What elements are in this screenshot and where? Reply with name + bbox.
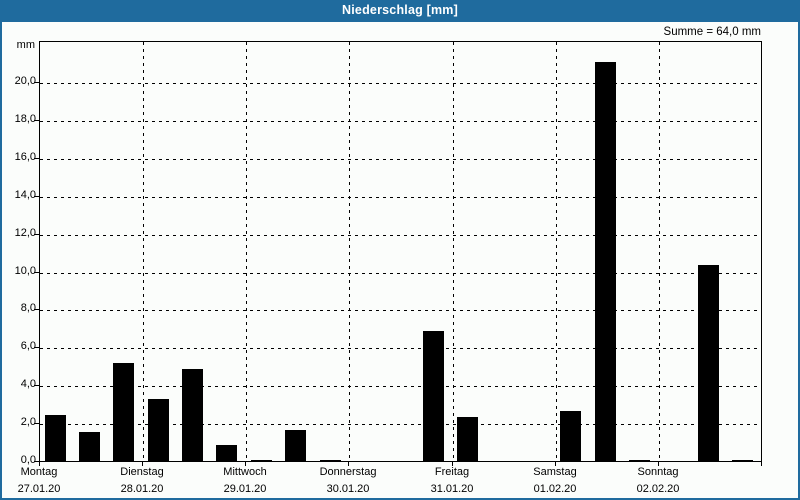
y-tick-label: 20,0	[14, 75, 36, 87]
y-tick-label: 2,0	[20, 416, 36, 429]
x-tick-mark	[348, 461, 349, 466]
precipitation-bar	[629, 460, 650, 462]
y-tick-label: 16,0	[14, 150, 36, 163]
window-title: Niederschlag [mm]	[342, 3, 458, 17]
precipitation-bar	[182, 369, 203, 462]
y-tick-mark	[34, 385, 39, 387]
y-tick-mark	[34, 195, 39, 197]
v-gridline	[556, 42, 557, 461]
x-axis-day-label: Dienstag	[120, 466, 164, 478]
y-tick-label: 0,0	[20, 454, 36, 466]
h-gridline	[40, 348, 761, 350]
v-gridline	[349, 42, 350, 461]
y-tick-mark	[34, 119, 39, 121]
precipitation-bar	[457, 417, 478, 462]
v-gridline	[659, 42, 660, 461]
x-axis-date-label: 27.01.20	[17, 483, 61, 495]
h-gridline	[40, 120, 761, 122]
precipitation-bar	[423, 331, 444, 462]
x-tick-mark	[245, 461, 246, 466]
precipitation-bar	[595, 62, 616, 462]
x-axis-date-label: 29.01.20	[223, 483, 267, 495]
h-gridline	[40, 83, 761, 84]
x-axis-day-label: Freitag	[434, 466, 470, 478]
precipitation-bar	[560, 411, 581, 462]
x-tick-mark	[761, 461, 762, 466]
h-gridline	[40, 234, 761, 236]
y-tick-mark	[34, 347, 39, 349]
precipitation-bar	[148, 399, 169, 462]
y-tick-label: 8,0	[20, 302, 36, 315]
y-tick-label: 10,0	[14, 264, 36, 277]
precipitation-bar	[45, 415, 66, 462]
x-axis-day-label: Montag	[20, 466, 58, 478]
x-axis-day-label: Mittwoch	[223, 466, 267, 478]
y-tick-mark	[34, 309, 39, 311]
x-axis-date-label: 31.01.20	[430, 483, 474, 495]
y-tick-mark	[34, 82, 39, 83]
precipitation-bar	[732, 460, 753, 462]
h-gridline	[40, 272, 761, 274]
x-tick-mark	[658, 461, 659, 466]
y-tick-label: 6,0	[20, 340, 36, 353]
x-axis-date-label: 02.02.20	[636, 483, 680, 495]
x-axis-date-label: 30.01.20	[326, 483, 370, 495]
window-title-bar: Niederschlag [mm]	[0, 0, 800, 22]
v-gridline	[246, 42, 247, 461]
y-tick-label: 18,0	[14, 112, 36, 125]
y-tick-mark	[34, 271, 39, 273]
window-border-bottom	[0, 498, 800, 500]
x-axis-date-label: 01.02.20	[533, 483, 577, 495]
y-tick-mark	[34, 423, 39, 425]
x-axis-day-label: Samstag	[533, 466, 577, 478]
x-axis-date-label: 28.01.20	[120, 483, 164, 495]
y-tick-mark	[34, 233, 39, 235]
x-axis-day-label: Donnerstag	[319, 466, 377, 478]
precipitation-bar	[216, 445, 237, 462]
h-gridline	[40, 424, 761, 426]
h-gridline	[40, 158, 761, 160]
y-tick-label: 12,0	[14, 226, 36, 239]
y-tick-label: 14,0	[14, 188, 36, 201]
y-tick-mark	[34, 461, 39, 462]
h-gridline	[40, 310, 761, 312]
y-tick-mark	[34, 157, 39, 159]
h-gridline	[40, 196, 761, 198]
precipitation-bar	[251, 460, 272, 462]
sum-readout: Summe = 64,0 mm	[663, 26, 761, 38]
precipitation-bar	[285, 430, 306, 462]
h-gridline	[40, 386, 761, 388]
y-tick-label: 4,0	[20, 378, 36, 391]
precipitation-bar	[698, 265, 719, 462]
x-axis-day-label: Sonntag	[637, 466, 679, 478]
x-tick-mark	[39, 461, 40, 466]
x-tick-mark	[142, 461, 143, 466]
precipitation-bar	[320, 460, 341, 462]
precipitation-bar	[113, 363, 134, 462]
window-border-right	[798, 22, 800, 500]
precipitation-bar	[79, 432, 100, 462]
v-gridline	[453, 42, 454, 461]
x-tick-mark	[555, 461, 556, 466]
y-axis-unit-label: mm	[16, 39, 35, 51]
x-tick-mark	[452, 461, 453, 466]
v-gridline	[143, 42, 144, 461]
window-border-left	[0, 22, 2, 500]
precipitation-chart	[39, 41, 762, 462]
